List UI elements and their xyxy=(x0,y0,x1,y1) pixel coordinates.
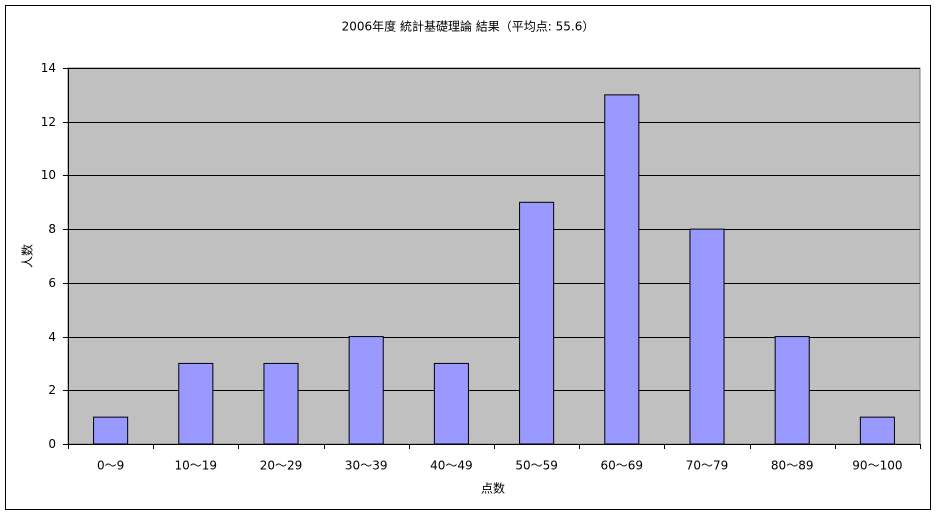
x-tick-label: 50～59 xyxy=(515,459,558,473)
bar xyxy=(604,94,640,445)
bar xyxy=(263,362,299,445)
x-tick-label: 70～79 xyxy=(686,459,729,473)
y-tick-label: 14 xyxy=(41,61,56,75)
y-tick-label: 6 xyxy=(48,276,56,290)
bar xyxy=(519,201,555,445)
y-tick-label: 10 xyxy=(41,168,56,182)
chart-title: 2006年度 統計基礎理論 結果（平均点: 55.6） xyxy=(342,19,595,34)
bar xyxy=(348,336,384,445)
y-tick-label: 2 xyxy=(48,383,56,397)
x-tick-label: 90～100 xyxy=(852,459,902,473)
bar xyxy=(689,228,725,445)
x-tick-label: 30～39 xyxy=(345,459,388,473)
bar xyxy=(774,336,810,445)
bar xyxy=(859,416,895,445)
y-tick-label: 0 xyxy=(48,437,56,451)
bar xyxy=(93,416,129,445)
y-tick-label: 4 xyxy=(48,330,56,344)
y-axis-label: 人数 xyxy=(20,244,35,268)
bar xyxy=(433,362,469,445)
x-axis-label: 点数 xyxy=(481,481,505,496)
bar xyxy=(178,362,214,445)
x-tick-label: 80～89 xyxy=(771,459,814,473)
y-tick-label: 12 xyxy=(41,115,56,129)
x-tick-label: 20～29 xyxy=(260,459,303,473)
x-tick-label: 60～69 xyxy=(601,459,644,473)
x-tick-label: 40～49 xyxy=(430,459,473,473)
y-tick-label: 8 xyxy=(48,222,56,236)
x-tick-label: 0～9 xyxy=(97,459,124,473)
x-tick-label: 10～19 xyxy=(175,459,218,473)
